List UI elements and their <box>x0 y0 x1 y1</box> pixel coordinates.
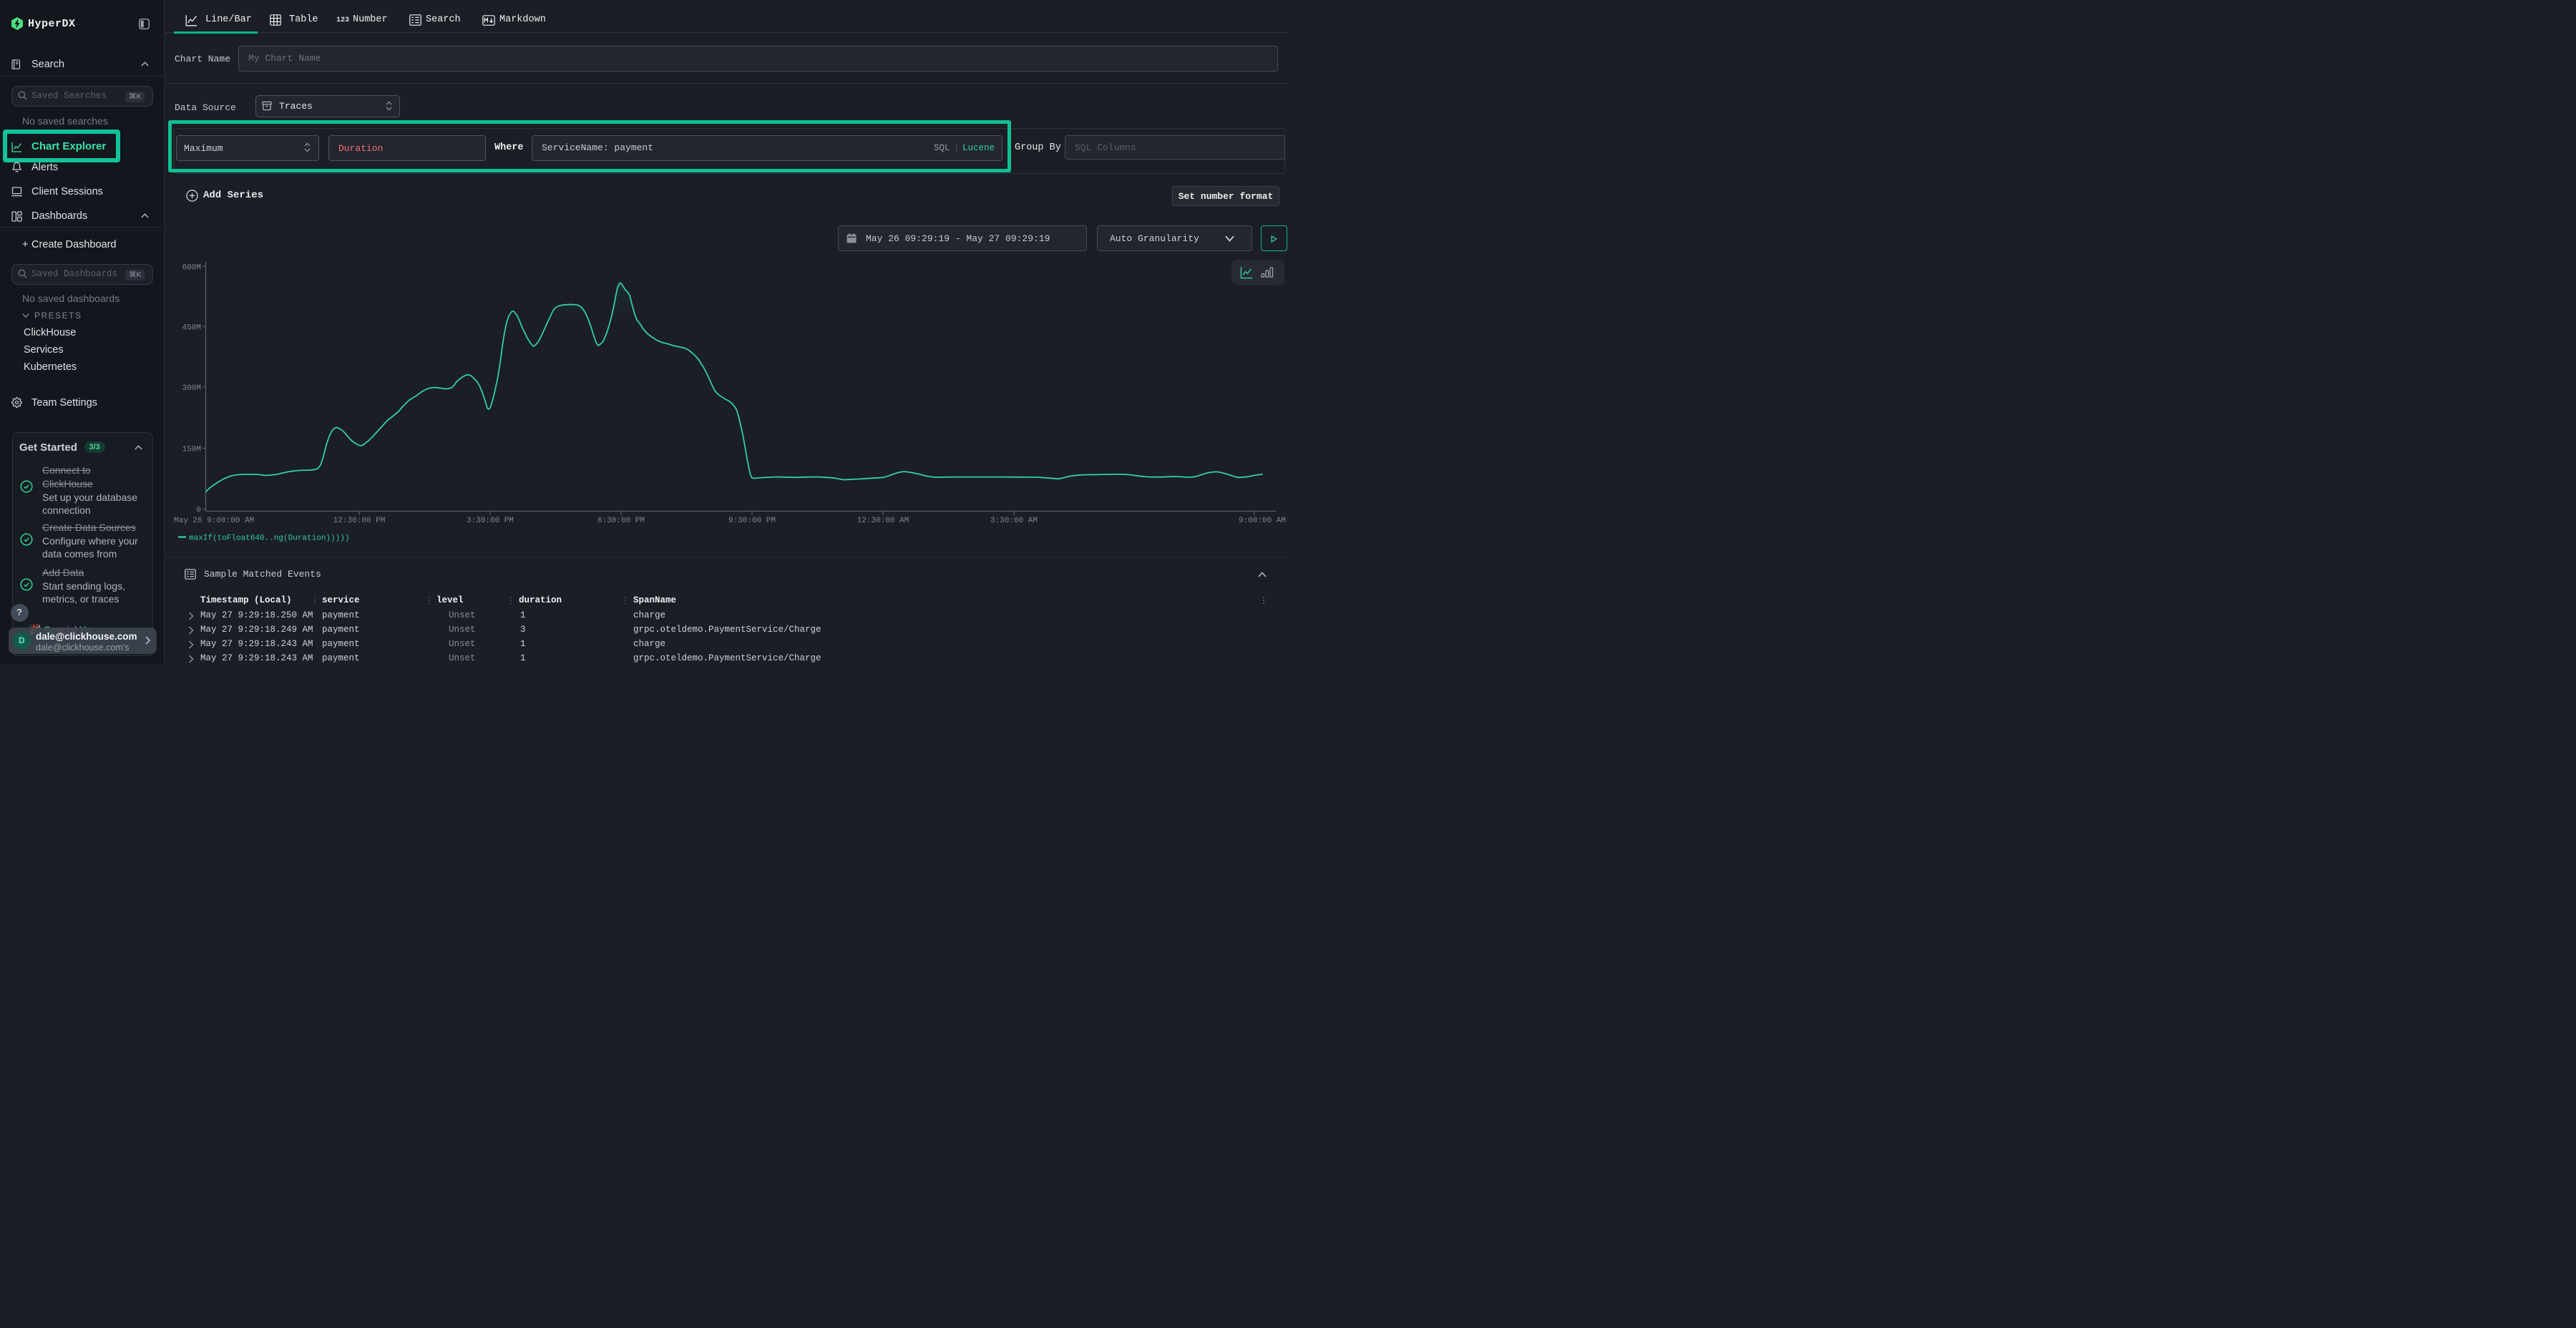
svg-text:3:30:00 AM: 3:30:00 AM <box>990 517 1038 525</box>
svg-text:12:30:00 AM: 12:30:00 AM <box>857 517 909 525</box>
svg-text:0: 0 <box>196 506 201 514</box>
svg-text:9:00:00 AM: 9:00:00 AM <box>1239 517 1286 525</box>
svg-text:3:30:00 PM: 3:30:00 PM <box>467 517 514 525</box>
svg-text:May 26 9:00:00 AM: May 26 9:00:00 AM <box>174 517 254 525</box>
svg-text:maxIf(toFloat640..ng(Duration): maxIf(toFloat640..ng(Duration))))) <box>189 534 349 543</box>
svg-text:600M: 600M <box>182 263 201 272</box>
svg-text:6:30:00 PM: 6:30:00 PM <box>597 517 645 525</box>
svg-text:9:30:00 PM: 9:30:00 PM <box>728 517 776 525</box>
svg-text:150M: 150M <box>182 445 201 454</box>
svg-text:300M: 300M <box>182 384 201 393</box>
svg-text:450M: 450M <box>182 323 201 332</box>
svg-text:12:30:00 PM: 12:30:00 PM <box>333 517 386 525</box>
